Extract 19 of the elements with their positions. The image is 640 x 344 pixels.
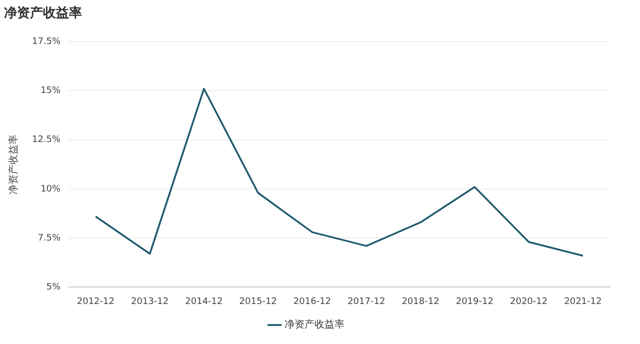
x-tick-label: 2018-12 xyxy=(402,296,440,307)
x-tick-label: 2015-12 xyxy=(239,296,277,307)
x-tick-label: 2017-12 xyxy=(348,296,386,307)
y-tick-label: 7.5% xyxy=(38,233,62,244)
x-tick-label: 2012-12 xyxy=(76,296,114,307)
x-tick-label: 2020-12 xyxy=(510,296,548,307)
y-tick-label: 10% xyxy=(40,184,62,194)
x-tick-label: 2013-12 xyxy=(131,296,169,307)
y-axis-title: 净资产收益率 xyxy=(8,134,20,194)
x-tick-label: 2014-12 xyxy=(185,296,223,307)
x-tick-label: 2019-12 xyxy=(456,296,494,307)
x-tick-label: 2021-12 xyxy=(564,296,602,307)
legend-label: 净资产收益率 xyxy=(284,318,344,331)
chart-title: 净资产收益率 xyxy=(4,5,82,22)
y-tick-label: 12.5% xyxy=(32,135,62,146)
y-tick-label: 17.5% xyxy=(32,36,62,47)
x-tick-label: 2016-12 xyxy=(293,296,332,307)
y-tick-label: 15% xyxy=(40,86,62,96)
y-tick-label: 5% xyxy=(46,282,62,293)
